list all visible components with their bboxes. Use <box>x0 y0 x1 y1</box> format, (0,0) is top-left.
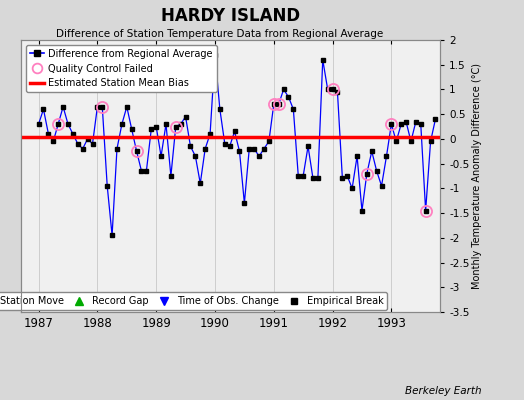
Text: Berkeley Earth: Berkeley Earth <box>406 386 482 396</box>
Text: Difference of Station Temperature Data from Regional Average: Difference of Station Temperature Data f… <box>57 29 384 39</box>
Title: HARDY ISLAND: HARDY ISLAND <box>161 6 300 24</box>
Y-axis label: Monthly Temperature Anomaly Difference (°C): Monthly Temperature Anomaly Difference (… <box>472 63 482 289</box>
Legend: Station Move, Record Gap, Time of Obs. Change, Empirical Break: Station Move, Record Gap, Time of Obs. C… <box>0 292 387 310</box>
